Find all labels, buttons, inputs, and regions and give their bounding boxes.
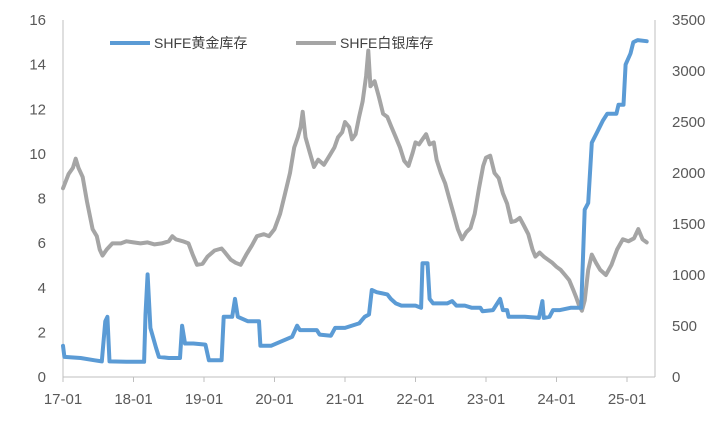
y-left-tick-label: 10 bbox=[29, 146, 46, 163]
series-line-silver-inventory bbox=[61, 48, 649, 313]
series-layer bbox=[61, 38, 649, 364]
legend: SHFE黄金库存 SHFE白银库存 bbox=[110, 35, 433, 51]
x-tick-label: 25-01 bbox=[608, 391, 646, 408]
legend-label-gold-inventory: SHFE黄金库存 bbox=[154, 35, 247, 51]
y-right-tick-label: 1000 bbox=[672, 267, 705, 284]
y-right-tick-label: 3000 bbox=[672, 63, 705, 80]
y-left-tick-label: 16 bbox=[29, 12, 46, 29]
y-left-tick-label: 0 bbox=[38, 369, 46, 386]
series-line-gold-inventory bbox=[61, 38, 649, 364]
x-tick-label: 23-01 bbox=[467, 391, 505, 408]
x-tick-label: 21-01 bbox=[326, 391, 364, 408]
y-right-tick-label: 1500 bbox=[672, 216, 705, 233]
x-tick-label: 20-01 bbox=[255, 391, 293, 408]
x-tick-label: 22-01 bbox=[396, 391, 434, 408]
y-right-tick-label: 0 bbox=[672, 369, 680, 386]
y-right-tick-label: 3500 bbox=[672, 12, 705, 29]
y-right-tick-label: 2500 bbox=[672, 114, 705, 131]
y-left-tick-label: 6 bbox=[38, 235, 46, 252]
y-left-tick-label: 4 bbox=[38, 280, 46, 297]
x-tick-label: 17-01 bbox=[44, 391, 82, 408]
x-tick-label: 24-01 bbox=[537, 391, 575, 408]
legend-label-silver-inventory: SHFE白银库存 bbox=[340, 35, 433, 51]
x-tick-label: 18-01 bbox=[114, 391, 152, 408]
x-tick-label: 19-01 bbox=[185, 391, 223, 408]
y-left-tick-label: 12 bbox=[29, 101, 46, 118]
y-right-tick-label: 2000 bbox=[672, 165, 705, 182]
y-left-tick-label: 14 bbox=[29, 57, 46, 74]
axis-layer: 0 2 4 6 8 10 12 14 16 0 500 1000 1500 2000 2500 3000 350… bbox=[29, 12, 705, 408]
y-left-tick-label: 2 bbox=[38, 324, 46, 341]
y-left-tick-label: 8 bbox=[38, 191, 46, 208]
y-right-tick-label: 500 bbox=[672, 318, 697, 335]
